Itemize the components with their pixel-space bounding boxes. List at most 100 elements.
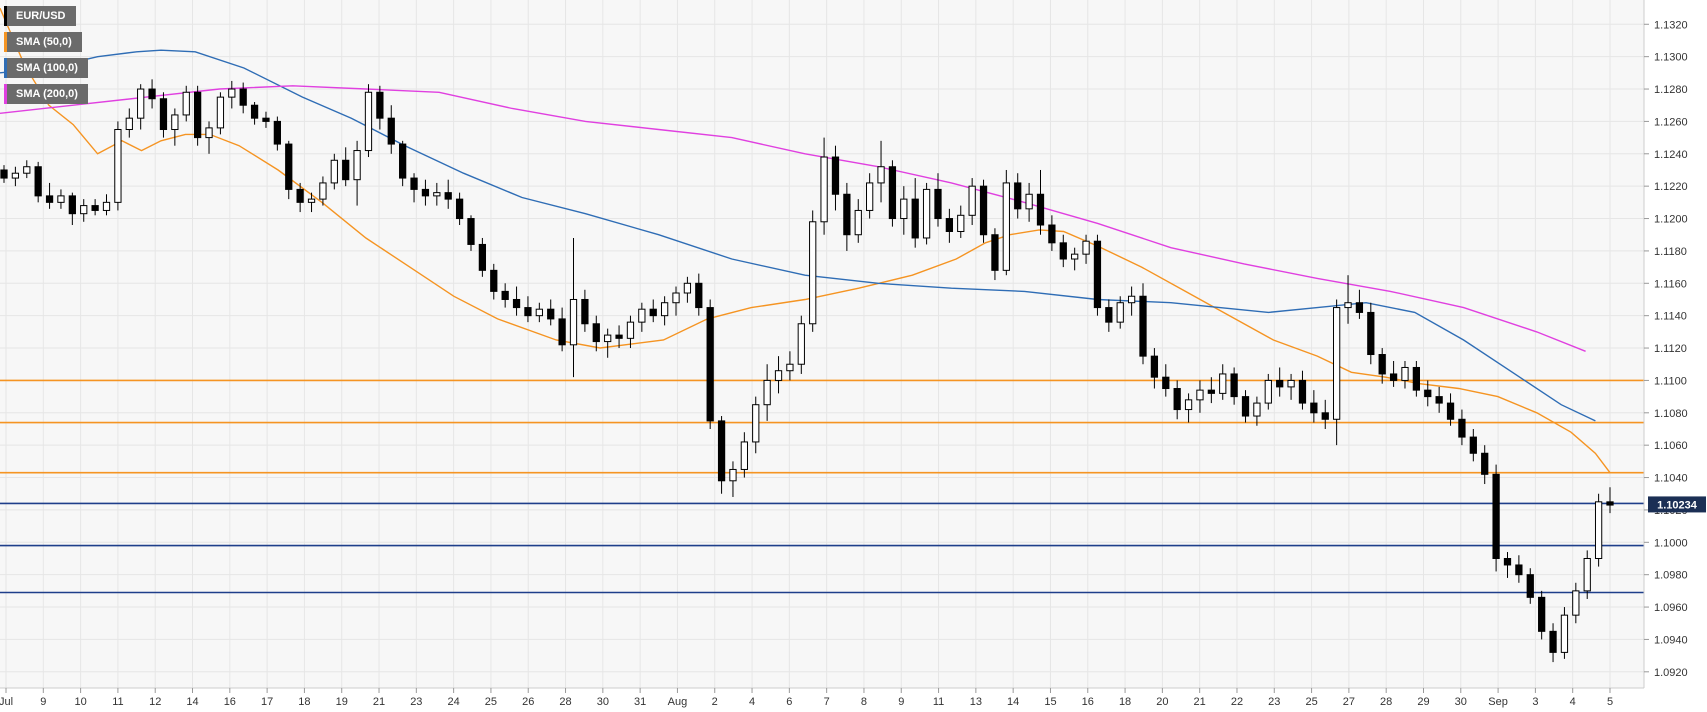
x-tick-label: 25 — [485, 696, 497, 708]
candle-body — [57, 195, 65, 203]
y-tick-label: 1.1280 — [1654, 84, 1688, 96]
y-tick-label: 1.1040 — [1654, 473, 1688, 485]
candle — [1014, 173, 1022, 219]
candle-body — [569, 298, 578, 346]
x-tick-label: 13 — [970, 696, 982, 708]
x-tick-label: 14 — [186, 696, 198, 708]
y-axis-ticks: 1.1320 1.1300 1.1280 1.1260 1.1240 1.1220 1.12… — [1644, 19, 1688, 679]
candle-body — [1139, 295, 1147, 357]
candle-body — [1424, 389, 1432, 398]
sma-line — [0, 85, 1586, 352]
candle-body — [1162, 376, 1170, 390]
x-tick-label: Sep — [1488, 696, 1508, 708]
candle-body — [1196, 389, 1204, 401]
candle-body — [1412, 366, 1421, 391]
candle — [683, 276, 692, 303]
candle — [934, 173, 942, 227]
legend-item-sma50[interactable]: SMA (50,0) — [4, 32, 82, 52]
candle-body — [957, 214, 965, 232]
x-tick-label: Jul — [0, 696, 13, 708]
candle-body — [1469, 436, 1477, 454]
candle-body — [524, 307, 532, 317]
candle — [478, 237, 487, 277]
x-tick-label: 26 — [522, 696, 534, 708]
candle-body — [991, 234, 999, 271]
candle — [34, 161, 42, 203]
candle-body — [786, 363, 794, 372]
candle — [296, 182, 304, 213]
candle — [102, 194, 111, 216]
candle — [615, 325, 623, 349]
candle-body — [216, 96, 225, 129]
candle-body — [1264, 379, 1272, 404]
legend-item-sma200[interactable]: SMA (200,0) — [4, 84, 88, 104]
y-tick-label: 1.1120 — [1654, 343, 1687, 355]
candle — [501, 283, 509, 308]
candle — [660, 296, 669, 326]
candle-body — [148, 88, 156, 100]
candle — [1071, 247, 1079, 271]
legend-label: SMA (100,0) — [16, 62, 78, 74]
candle — [1219, 364, 1227, 400]
x-tick-label: 3 — [1532, 696, 1538, 708]
y-tick-label: 1.1240 — [1654, 149, 1688, 161]
y-tick-label: 1.1300 — [1654, 52, 1688, 64]
candle-body — [319, 182, 327, 200]
moving-averages — [0, 7, 1611, 474]
candle-body — [1549, 630, 1557, 653]
candle-body — [1333, 307, 1341, 420]
candle — [250, 101, 259, 125]
candle — [649, 299, 657, 323]
candle-body — [706, 307, 714, 422]
candle — [319, 176, 327, 206]
candle-body — [660, 302, 669, 317]
candle-body — [1059, 242, 1067, 260]
x-tick-label: 21 — [1194, 696, 1206, 708]
candle-body — [649, 308, 657, 317]
x-tick-label: 18 — [298, 696, 310, 708]
candle — [581, 289, 589, 332]
candle — [421, 179, 430, 206]
candle-body — [433, 192, 441, 197]
candle — [1378, 348, 1386, 384]
legend-label: EUR/USD — [16, 10, 66, 22]
candle — [1412, 360, 1421, 397]
candle-body — [11, 172, 20, 179]
candle — [148, 79, 156, 109]
candle-body — [34, 166, 42, 197]
candle-body — [1458, 418, 1466, 438]
candle — [695, 273, 703, 316]
y-tick-label: 1.0960 — [1654, 602, 1688, 614]
candle-body — [797, 323, 805, 365]
candle — [490, 263, 498, 300]
candle-body — [1150, 355, 1159, 378]
legend-item-sma100[interactable]: SMA (100,0) — [4, 58, 88, 78]
candle-body — [159, 98, 168, 131]
y-tick-label: 1.1260 — [1654, 116, 1688, 128]
x-tick-label: 14 — [1007, 696, 1019, 708]
candle-body — [1481, 452, 1489, 475]
candle-body — [421, 188, 430, 197]
candle — [1560, 607, 1569, 659]
candle-body — [1298, 379, 1307, 404]
candle-body — [23, 166, 31, 174]
candle — [1538, 590, 1546, 640]
candle — [1435, 386, 1443, 413]
candle — [979, 179, 988, 243]
candle-body — [1219, 373, 1227, 394]
candle — [672, 286, 680, 316]
legend-item-eurusd[interactable]: EUR/USD — [4, 6, 76, 26]
candle — [1230, 367, 1238, 405]
candle-body — [774, 370, 783, 381]
candle-body — [1116, 302, 1124, 323]
legend-label: SMA (200,0) — [16, 88, 78, 100]
x-tick-label: 2 — [712, 696, 718, 708]
candle — [1583, 550, 1591, 599]
candle — [1139, 283, 1147, 365]
candle-body — [615, 334, 623, 339]
candle — [467, 215, 475, 251]
candle — [1082, 234, 1090, 264]
candle — [80, 199, 88, 222]
x-axis-ticks: Jul 9 10 11 12 14 16 17 18 19 21 23 24 25 26 28 30 31 Aug 2… — [0, 688, 1613, 708]
